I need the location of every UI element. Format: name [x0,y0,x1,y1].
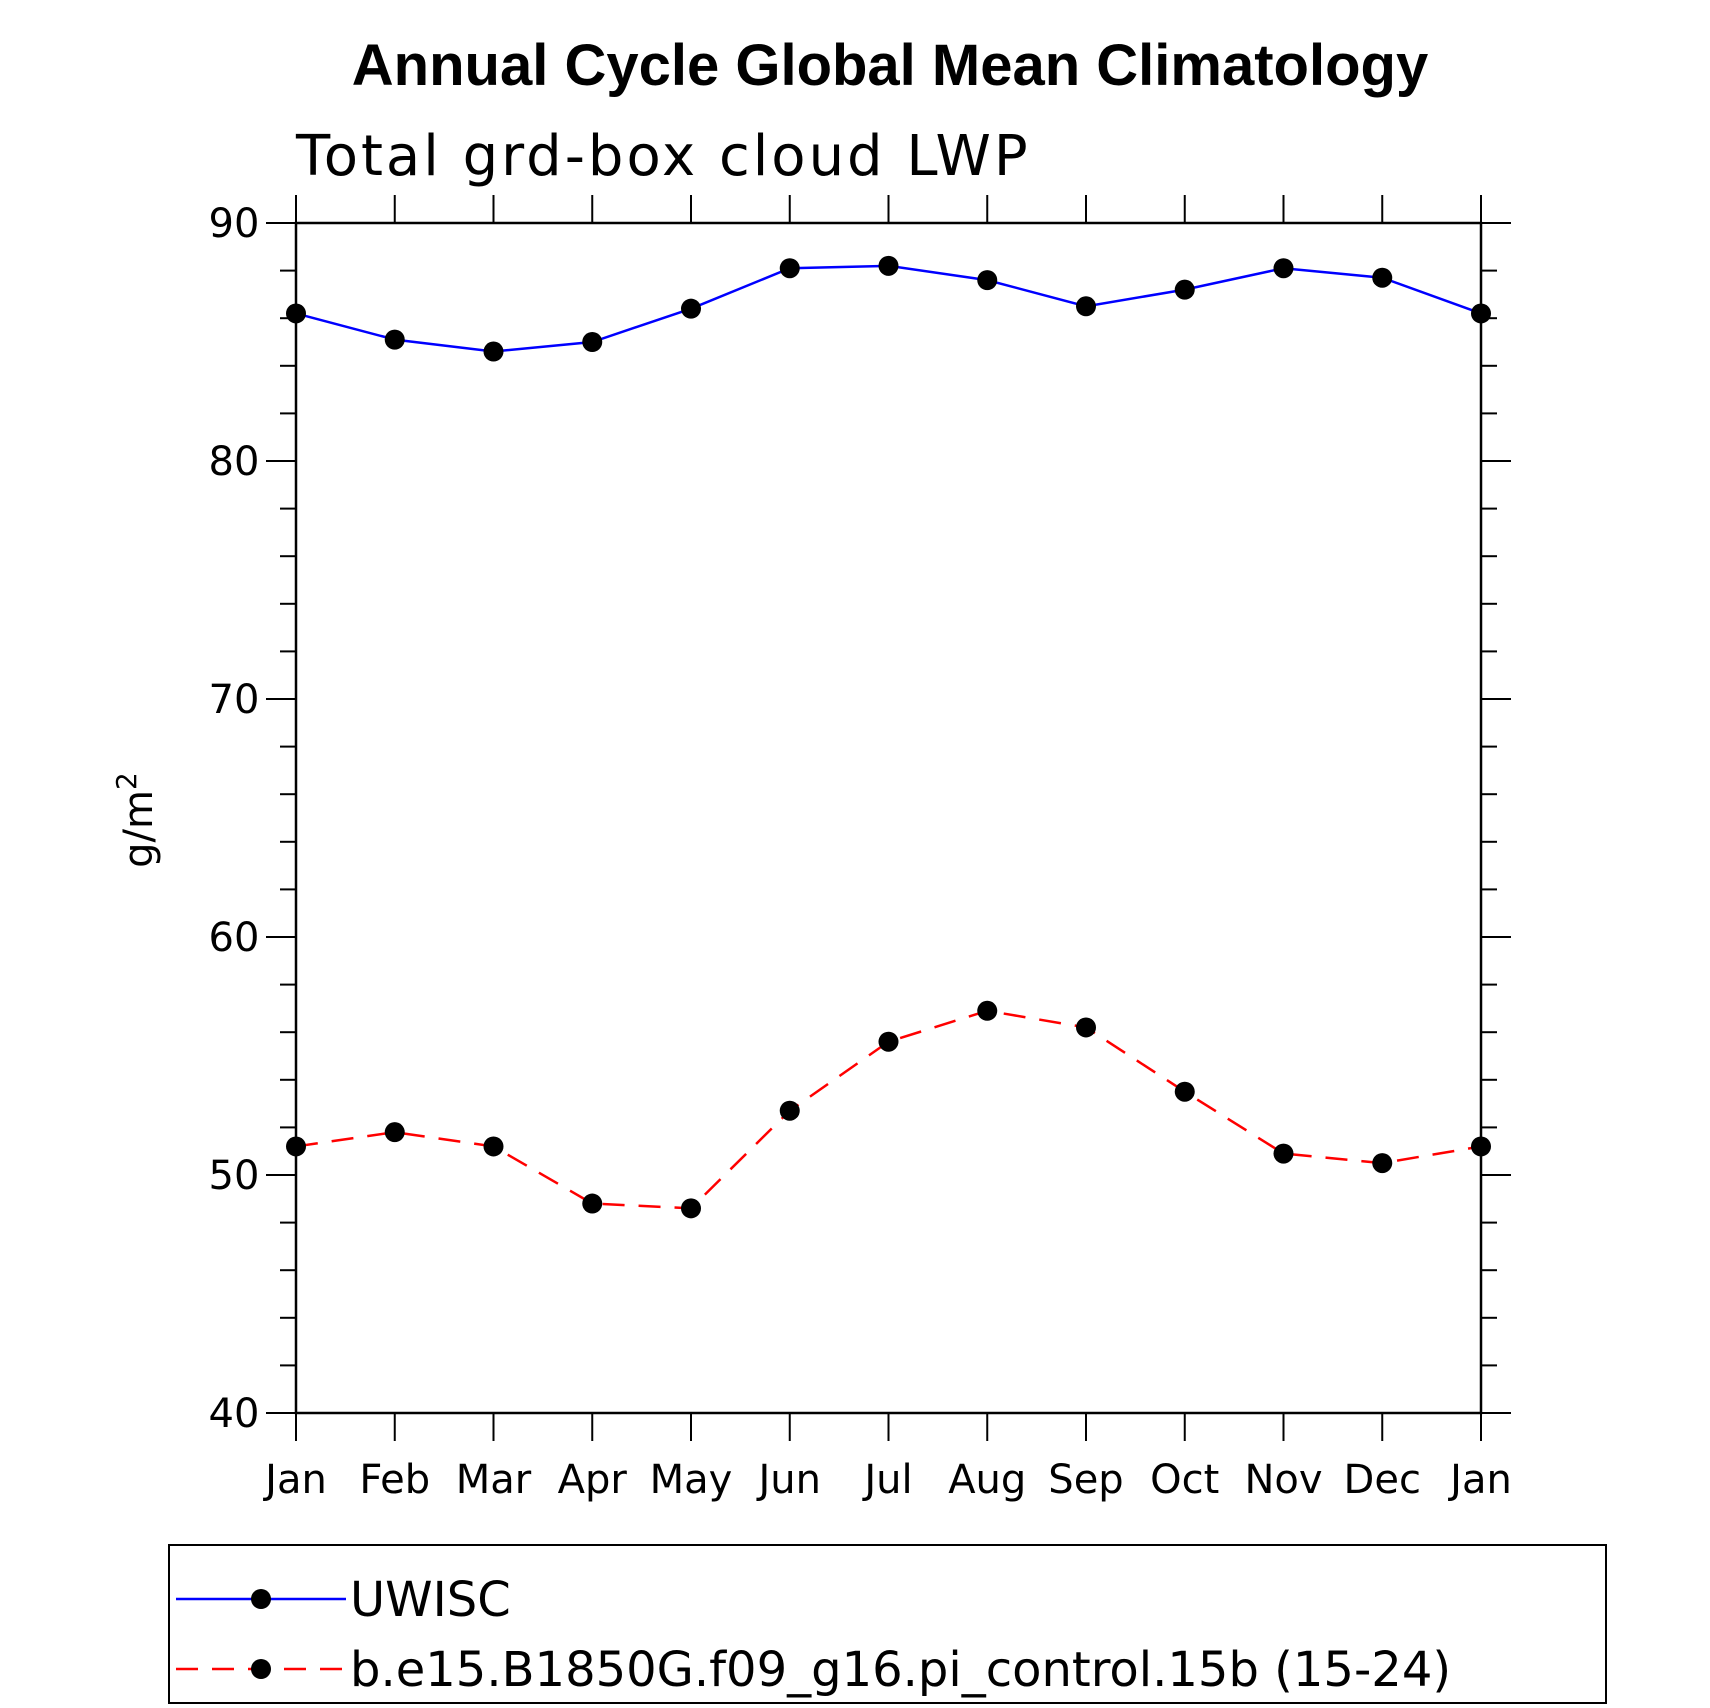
x-tick-label: Jan [262,1457,327,1503]
y-tick-label: 50 [209,1153,260,1199]
y-axis-label-text: g/m [116,790,162,868]
legend-marker-1 [251,1589,271,1609]
chart-title: Annual Cycle Global Mean Climatology [352,33,1428,98]
series-1-point [483,341,504,362]
x-tick-label: Apr [558,1457,628,1503]
plot-border [294,221,1483,1415]
series-2-point [1372,1153,1393,1174]
x-tick-label: Jun [756,1457,822,1503]
series-1-point [384,329,405,350]
x-tick-label: Nov [1244,1457,1322,1503]
chart-subtitle: Total grd-box cloud LWP [295,124,1031,189]
series-1-point [1174,279,1195,300]
legend-marker-2 [251,1659,271,1679]
series-2-point [286,1136,306,1157]
series-1-point [977,270,998,291]
series-2-point [582,1193,603,1214]
series-1-point [286,303,306,324]
y-axis-label-superscript: 2 [110,772,143,790]
series-1-point [681,298,701,319]
y-tick-label: 60 [209,915,260,961]
series-2-point [779,1100,800,1121]
series-1-point [1273,258,1294,279]
x-tick-label: Dec [1344,1457,1421,1503]
series-2-point [1174,1081,1195,1102]
series-1-point [1471,303,1491,324]
y-tick-label: 90 [209,201,260,247]
y-tick-label: 40 [209,1391,260,1437]
x-tick-label: Mar [456,1457,532,1503]
series-group [286,255,1491,1219]
legend: UWISC b.e15.B1850G.f09_g16.pi_control.15b… [168,1544,1607,1704]
x-tick-label: Jul [861,1457,912,1503]
series-2-point [681,1198,701,1219]
y-tick-label: 80 [209,439,260,485]
x-tick-label: May [650,1457,733,1503]
x-tick-label: Aug [948,1457,1026,1503]
y-axis-label: g/m2 [110,772,162,868]
series-1-point [582,332,603,352]
series-1-point [878,255,899,276]
x-axis: Jan Feb Mar Apr May Jun Jul Aug Sep Oct Nov Dec Jan [262,195,1512,1503]
legend-items: UWISC b.e15.B1850G.f09_g16.pi_control.15b… [176,1572,1451,1698]
x-tick-label: Feb [359,1457,430,1503]
series-2-point [483,1136,504,1157]
series-2-point [1076,1017,1096,1038]
legend-label-1: UWISC [350,1572,511,1628]
x-tick-label: Oct [1150,1457,1219,1503]
series-line-1 [295,264,1482,353]
series-2-point [384,1122,405,1143]
y-axis: 40 50 60 70 80 90 [209,201,1511,1437]
legend-label-2: b.e15.B1850G.f09_g16.pi_control.15b (15-… [350,1642,1451,1698]
x-tick-label: Sep [1048,1457,1123,1503]
x-tick-label: Jan [1447,1457,1512,1503]
series-2-point [1273,1143,1294,1164]
legend-box [168,1544,1607,1704]
y-tick-label: 70 [209,677,260,723]
series-1-point [1076,296,1096,317]
plot-area [294,221,1483,1415]
series-1-point [1372,267,1393,288]
series-2-point [977,1000,998,1021]
series-1-point [779,258,800,279]
series-2-point [878,1031,899,1052]
series-2-point [1471,1136,1491,1157]
